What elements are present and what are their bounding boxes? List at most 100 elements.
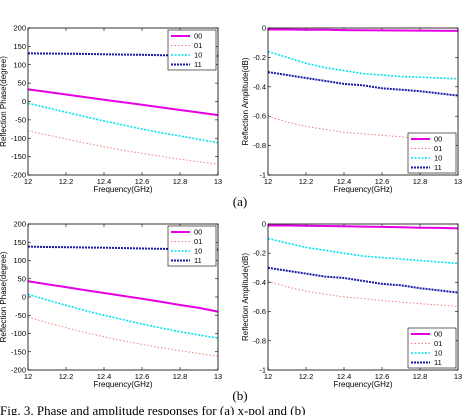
y-axis-label: Reflection Amplitude(dB) bbox=[241, 253, 250, 341]
legend-entry-01: 01 bbox=[194, 237, 202, 246]
x-axis-label: Frequency(GHz) bbox=[93, 380, 152, 389]
y-tick-label: -0.6 bbox=[253, 307, 266, 316]
y-tick-label: -0.8 bbox=[253, 141, 266, 150]
y-tick-label: -200 bbox=[11, 171, 26, 180]
legend-entry-11: 11 bbox=[434, 163, 442, 172]
y-tick-label: 50 bbox=[18, 79, 26, 88]
panel-label-a: (a) bbox=[233, 194, 247, 209]
y-tick-label: -0.4 bbox=[253, 278, 266, 287]
series-line-00 bbox=[268, 224, 459, 230]
y-tick-label: -50 bbox=[15, 115, 26, 124]
x-tick-label: 12.2 bbox=[59, 372, 74, 381]
x-tick-label: 12.4 bbox=[97, 372, 112, 381]
y-tick-label: 100 bbox=[13, 60, 26, 69]
legend-entry-01: 01 bbox=[194, 41, 202, 50]
series-line-10 bbox=[27, 293, 219, 339]
x-tick-label: 12.6 bbox=[135, 372, 150, 381]
x-tick-label: 12 bbox=[24, 372, 32, 381]
y-tick-label: -50 bbox=[15, 311, 26, 320]
legend-entry-00: 00 bbox=[194, 32, 202, 41]
plot-frame bbox=[267, 223, 459, 371]
x-tick-label: 12.8 bbox=[173, 177, 188, 186]
chart-a-right: 12 12.2 12.4 12.6 12.8 13 -1 -0.8 -0.6 -0.4 -0.2 0 F… bbox=[241, 24, 462, 195]
series-line-01 bbox=[267, 280, 459, 307]
x-tick-label: 12.8 bbox=[173, 372, 188, 381]
y-axis-label: Reflection Amplitude(dB) bbox=[241, 57, 250, 145]
x-tick-label: 12.8 bbox=[413, 177, 428, 186]
series-line-00 bbox=[27, 280, 219, 313]
figure-caption: Fig. 3. Phase and amplitude responses fo… bbox=[0, 403, 305, 415]
chart-a-left: 12 12.2 12.4 12.6 12.8 13 -200 -150 -100 -50 0 50 10… bbox=[0, 24, 222, 195]
x-tick-label: 12.4 bbox=[337, 372, 352, 381]
chart-b-left: 12 12.2 12.4 12.6 12.8 13 -200 -150 -100 -50 0 50 10… bbox=[0, 220, 222, 390]
x-tick-label: 12 bbox=[264, 177, 272, 186]
y-tick-label: -150 bbox=[11, 347, 26, 356]
y-tick-label: 0 bbox=[262, 220, 266, 229]
x-axis-label: Frequency(GHz) bbox=[93, 185, 152, 194]
legend-entry-10: 10 bbox=[194, 247, 202, 256]
y-tick-label: -1 bbox=[259, 366, 266, 375]
legend-entry-11: 11 bbox=[194, 256, 202, 265]
x-tick-label: 12.6 bbox=[375, 372, 390, 381]
y-tick-label: -100 bbox=[11, 329, 26, 338]
x-tick-label: 13 bbox=[214, 372, 222, 381]
y-tick-label: -0.4 bbox=[253, 82, 266, 91]
x-tick-label: 13 bbox=[454, 372, 462, 381]
series-line-01 bbox=[267, 115, 459, 141]
legend-entry-10: 10 bbox=[194, 51, 202, 60]
x-axis-label: Frequency(GHz) bbox=[333, 185, 392, 194]
y-tick-label: 150 bbox=[13, 238, 26, 247]
series-line-00 bbox=[268, 28, 459, 32]
y-tick-label: 0 bbox=[22, 97, 26, 106]
y-axis-label: Reflection Phase(degree) bbox=[0, 251, 8, 342]
x-tick-label: 12.8 bbox=[413, 372, 428, 381]
y-tick-label: -0.8 bbox=[253, 336, 266, 345]
x-axis-label: Frequency(GHz) bbox=[333, 380, 392, 389]
plots-group: 12 12.2 12.4 12.6 12.8 13-200-150-100-5005010… bbox=[0, 24, 462, 390]
x-tick-label: 12.6 bbox=[135, 177, 150, 186]
legend-entry-00: 00 bbox=[434, 330, 442, 339]
x-tick-label: 12.2 bbox=[299, 177, 314, 186]
x-tick-label: 12.4 bbox=[97, 177, 112, 186]
legend-entry-10: 10 bbox=[434, 349, 442, 358]
x-tick-label: 12 bbox=[264, 372, 272, 381]
series-line-10 bbox=[267, 50, 459, 80]
plot-frame bbox=[27, 27, 219, 176]
y-tick-label: 0 bbox=[262, 24, 266, 33]
legend-entry-11: 11 bbox=[434, 358, 442, 367]
series-line-01 bbox=[27, 316, 219, 357]
x-tick-label: 13 bbox=[454, 177, 462, 186]
x-tick-label: 12 bbox=[24, 177, 32, 186]
plot-frame bbox=[267, 27, 459, 176]
x-tick-label: 13 bbox=[214, 177, 222, 186]
y-tick-label: -100 bbox=[11, 134, 26, 143]
x-tick-label: 12.2 bbox=[299, 372, 314, 381]
chart-b-right: 12 12.2 12.4 12.6 12.8 13 -1 -0.8 -0.6 -0.4 -0.2 0 F… bbox=[241, 220, 462, 390]
panel-label-b: (b) bbox=[232, 388, 247, 403]
y-tick-label: 50 bbox=[18, 274, 26, 283]
y-tick-label: 0 bbox=[22, 293, 26, 302]
legend-entry-01: 01 bbox=[434, 339, 442, 348]
legend-entry-00: 00 bbox=[194, 228, 202, 237]
legend-entry-01: 01 bbox=[434, 144, 442, 153]
plot-frame bbox=[27, 223, 219, 371]
y-tick-label: -150 bbox=[11, 152, 26, 161]
series-line-11 bbox=[27, 245, 219, 251]
x-tick-label: 12.2 bbox=[59, 177, 74, 186]
y-tick-label: 200 bbox=[13, 24, 26, 33]
series-line-11 bbox=[27, 52, 219, 57]
y-axis-label: Reflection Phase(degree) bbox=[0, 56, 8, 147]
series-line-11 bbox=[267, 71, 459, 97]
y-tick-label: 100 bbox=[13, 256, 26, 265]
y-tick-label: -0.2 bbox=[253, 249, 266, 258]
legend-entry-00: 00 bbox=[434, 135, 442, 144]
y-tick-label: -0.6 bbox=[253, 112, 266, 121]
y-tick-label: 150 bbox=[13, 42, 26, 51]
series-line-01 bbox=[27, 130, 219, 165]
x-tick-label: 12.6 bbox=[375, 177, 390, 186]
